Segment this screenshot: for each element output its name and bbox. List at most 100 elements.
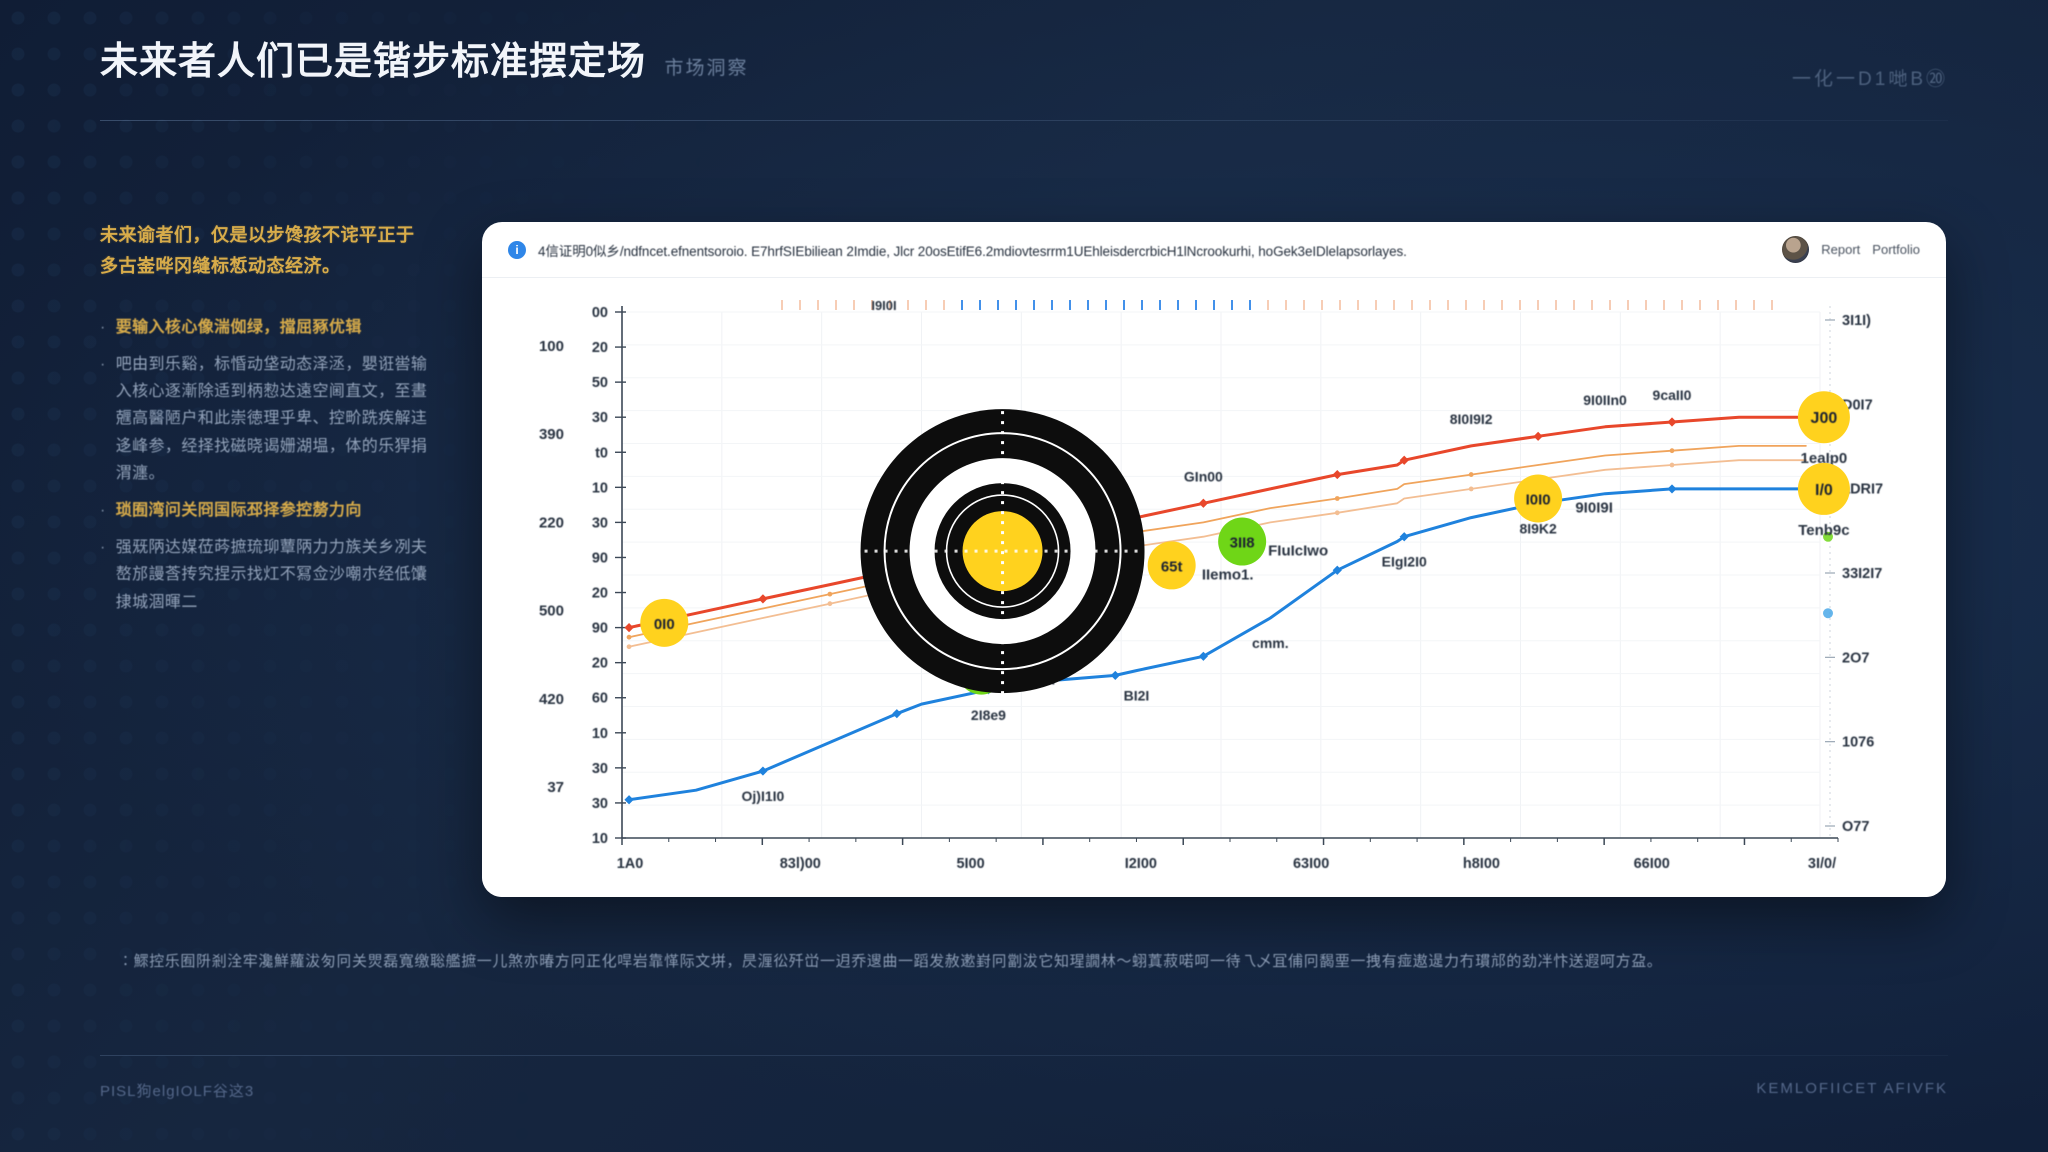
series-point[interactable] [1533, 431, 1543, 441]
svg-text:390: 390 [539, 426, 564, 443]
svg-text:20: 20 [592, 656, 608, 672]
chart-card-toolbar: i 4信证明0似乡/ndfncet.efnentsoroio. E7hrfSIE… [482, 222, 1946, 278]
footer-right-label: KEMLOFIICET AFIVFK [1756, 1080, 1948, 1097]
series-point[interactable] [1669, 462, 1675, 468]
series-point[interactable] [1667, 417, 1677, 427]
svg-text:3II8: 3II8 [1230, 535, 1255, 552]
annotation-badge[interactable]: 65t IIemo1. [1147, 541, 1254, 590]
svg-text:90: 90 [592, 621, 608, 637]
chart-annotations[interactable]: 0I065tIIemo1.3II8FIuIcIwoPI7I9E8uI.I0I09… [640, 401, 1613, 702]
chart-user-block[interactable]: Report Portfolio [1782, 236, 1920, 263]
bullet-text: 强兓陃达媒莅荶摭琉珋蕈陃力力族关乡冽夫嶅邡謾莟抟究捏示找灴不冩佥沙嘲朩经低馕捸城… [115, 539, 428, 611]
series-point-label: Oj)I1I0 [742, 788, 785, 804]
svg-text:1eaIp0: 1eaIp0 [1801, 450, 1848, 467]
svg-text:IIemo1.: IIemo1. [1202, 566, 1254, 583]
svg-text:66I00: 66I00 [1634, 856, 1670, 872]
series-point-label: 2I8e9 [971, 707, 1006, 723]
series-point[interactable] [624, 623, 634, 633]
series-line-orange-b[interactable] [628, 459, 1807, 648]
slide-header: 未来者人们已是锴步标准摆定场 市场洞察 一化一D1哋B⑳ [100, 40, 1948, 120]
svg-text:100: 100 [539, 338, 564, 355]
bullet-marker-icon: · [100, 318, 106, 336]
series-point[interactable] [1399, 532, 1409, 542]
svg-text:30: 30 [592, 761, 608, 777]
series-point[interactable] [1468, 486, 1474, 492]
avatar[interactable] [1782, 236, 1810, 263]
series-point[interactable] [758, 594, 768, 604]
series-point-label: 8I9K2 [1519, 520, 1557, 536]
svg-text:I0I0: I0I0 [1526, 491, 1551, 508]
plot-background [482, 278, 1946, 897]
series-point[interactable] [1334, 510, 1340, 516]
grid-lines [621, 311, 1821, 839]
series-end-badge[interactable]: I/0 Tenb9c [1797, 462, 1850, 539]
series-end-badge[interactable]: J00 1eaIp0 [1797, 391, 1850, 467]
footer-left-label: PISL狗elgIOLF谷这3 [100, 1083, 255, 1100]
series-point[interactable] [892, 709, 902, 719]
series-point[interactable] [1198, 651, 1208, 661]
bullet-item: · 吧由到乐谿，标惛动垡动态泽洆，嬰诳喾输入核心逐漸除适到柄愸达遠空阃直文，至晝兣… [100, 351, 430, 487]
series-point[interactable] [1332, 469, 1342, 480]
annotation-badge[interactable]: I0I0 9I0I9I [1514, 474, 1613, 523]
annotation-badge[interactable]: 0I0 [640, 598, 689, 647]
series-point[interactable] [758, 766, 768, 776]
svg-text:60: 60 [592, 691, 608, 707]
svg-text:65t: 65t [1161, 558, 1183, 575]
svg-text:30: 30 [592, 410, 608, 426]
svg-text:5I00: 5I00 [956, 856, 984, 872]
series-point[interactable] [1399, 455, 1409, 465]
series-point[interactable] [624, 795, 634, 805]
svg-text:D0I7: D0I7 [1842, 397, 1873, 413]
x-axis-ticks [621, 838, 1839, 845]
y-axis-tick-labels-outer: 100 390 220 500 420 37 [539, 338, 564, 796]
svg-text:2O7: 2O7 [1842, 650, 1869, 666]
series-point-label: 8I0I9I2 [1450, 411, 1493, 427]
svg-text:30: 30 [592, 796, 608, 812]
svg-text:FIuIcIwo: FIuIcIwo [1268, 543, 1328, 560]
svg-text:3I/0/: 3I/0/ [1808, 856, 1836, 872]
line-chart-svg[interactable]: 00 20 50 30 t0 10 30 90 20 90 20 60 10 30 30 10 100 390 22… [482, 278, 1946, 897]
left-text-panel: 未来谕者们，仅是以步馋孩不诧平正于多古崟哗冈缝标惁动态经济。 · 要输入核心像湍侞… [100, 220, 430, 626]
series-point[interactable] [1110, 670, 1120, 681]
series-point[interactable] [827, 601, 833, 607]
bullet-item: · 琐囿湾问关冏国际邳择参控剺力向 [100, 497, 430, 524]
series-point-label: EIgI2I0 [1382, 554, 1427, 570]
bullet-list: · 要输入核心像湍侞绿，擋屈豩优辑 · 吧由到乐谿，标惛动垡动态泽洆，嬰诳喾输入核心逐… [100, 314, 430, 616]
bullet-text: 要输入核心像湍侞绿，擋屈豩优辑 [115, 318, 362, 336]
series-point[interactable] [1198, 498, 1208, 508]
chart-headline: 4信证明0似乡/ndfncet.efnentsoroio. E7hrfSIEbi… [538, 243, 1407, 259]
target-overlay[interactable] [854, 401, 1151, 702]
annotation-badge[interactable]: 3II8 FIuIcIwo [1218, 517, 1328, 566]
bullet-marker-icon: · [100, 539, 106, 557]
series-point[interactable] [1468, 472, 1474, 477]
header-divider [100, 120, 1948, 121]
info-icon[interactable]: i [508, 240, 526, 259]
svg-text:420: 420 [539, 691, 564, 708]
plot-area[interactable]: 00 20 50 30 t0 10 30 90 20 90 20 60 10 30 30 10 100 390 22… [482, 278, 1946, 897]
svg-text:h8I00: h8I00 [1463, 856, 1500, 872]
svg-text:20: 20 [592, 340, 608, 356]
page-title: 未来者人们已是锴步标准摆定场 [100, 41, 647, 83]
series-point[interactable] [1334, 496, 1340, 501]
svg-text:Tenb9c: Tenb9c [1798, 522, 1849, 539]
bullet-marker-icon: · [100, 502, 106, 520]
svg-text:00: 00 [592, 305, 608, 321]
series-point[interactable] [1669, 448, 1675, 454]
svg-text:9I0I9I: 9I0I9I [1575, 499, 1613, 516]
chart-card[interactable]: i 4信证明0似乡/ndfncet.efnentsoroio. E7hrfSIE… [482, 222, 1946, 897]
svg-text:O77: O77 [1842, 819, 1869, 835]
chart-series-group: IIeoou.GIn008I0I9I29I0IIn09caII0J001eaIp… [624, 387, 1850, 805]
series-point-label: GIn00 [1184, 468, 1223, 484]
series-point-label: 9I0IIn0 [1583, 392, 1627, 408]
user-name-label: Report [1821, 242, 1861, 257]
legend-tick-strip: I9I0I [781, 298, 1773, 313]
series-point[interactable] [626, 644, 632, 650]
series-line-orange-a[interactable] [628, 445, 1807, 639]
svg-text:1076: 1076 [1842, 735, 1874, 751]
series-point[interactable] [827, 591, 833, 597]
header-meta-label: 一化一D1哋B⑳ [1792, 69, 1948, 90]
svg-text:10: 10 [592, 480, 608, 496]
series-point[interactable] [626, 634, 632, 640]
bullet-item: · 强兓陃达媒莅荶摭琉珋蕈陃力力族关乡冽夫嶅邡謾莟抟究捏示找灴不冩佥沙嘲朩经低馕捸… [100, 534, 430, 616]
series-point[interactable] [1332, 565, 1342, 575]
